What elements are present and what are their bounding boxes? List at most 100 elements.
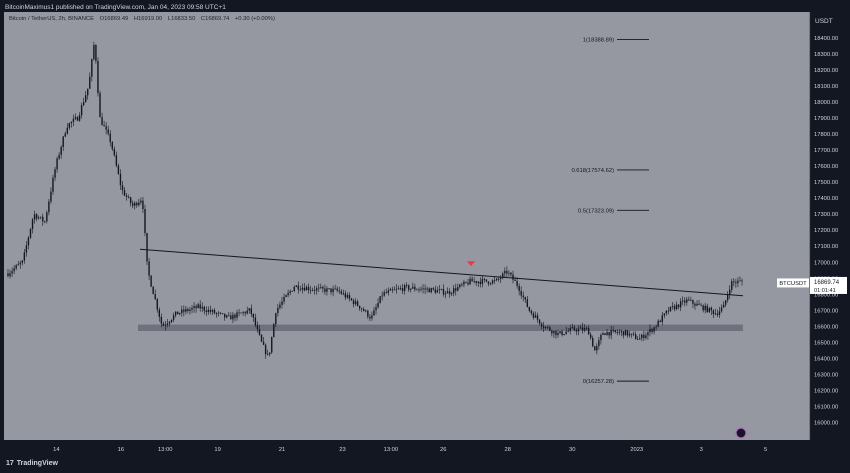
candle-body (659, 320, 661, 323)
candle-body (692, 300, 694, 304)
candle-body (254, 317, 257, 326)
candle-body (448, 291, 451, 295)
candle-body (154, 294, 156, 300)
axis-unit-label: USDT (815, 18, 833, 25)
candle-body (514, 279, 516, 282)
candle-body (287, 292, 289, 296)
candle-body (224, 313, 226, 318)
candle-body (637, 339, 639, 340)
time-tick-label: 28 (505, 447, 511, 453)
candle-body (733, 281, 735, 283)
candle-body (129, 197, 132, 204)
candle-body (643, 334, 645, 339)
candle-body (27, 237, 30, 246)
candle-body (179, 312, 181, 315)
candle-body (577, 328, 580, 332)
candle-body (221, 313, 224, 314)
candle-body (307, 287, 310, 291)
price-axis-area[interactable] (810, 12, 847, 440)
tradingview-footer[interactable]: 17 TradingView (6, 460, 58, 467)
candle-body (334, 288, 336, 290)
candle-body (612, 329, 614, 331)
candle-body (201, 306, 203, 309)
candle-body (158, 309, 160, 317)
candle-body (653, 327, 655, 332)
candle-body (461, 284, 463, 286)
candle-body (522, 295, 524, 297)
candle-body (72, 118, 75, 122)
candle-body (428, 288, 430, 293)
candle-body (598, 340, 600, 347)
candle-body (121, 185, 124, 191)
time-tick-label: 19 (214, 447, 220, 453)
candle-body (348, 295, 351, 299)
candle-body (616, 331, 618, 333)
candle-body (671, 306, 674, 307)
candle-body (481, 279, 484, 284)
price-tick-label: 17400.00 (814, 196, 838, 202)
candle-body (729, 289, 731, 295)
candle-body (356, 301, 359, 306)
price-tick-label: 16300.00 (814, 372, 838, 378)
candle-body (232, 314, 234, 320)
candle-body (710, 307, 713, 311)
candle-body (48, 201, 50, 213)
time-tick-label: 30 (569, 447, 575, 453)
candle-body (634, 334, 637, 340)
candle-body (289, 291, 291, 293)
candle-body (702, 305, 704, 311)
candle-body (242, 312, 244, 313)
candle-body (457, 287, 459, 291)
candle-body (720, 307, 723, 312)
resistance-line[interactable] (139, 248, 744, 297)
time-tick-label: 23 (339, 447, 345, 453)
replay-icon[interactable] (735, 427, 747, 439)
candle-body (332, 288, 334, 293)
candle-body (714, 313, 717, 315)
candle-body (412, 286, 414, 289)
symbol-name[interactable]: Bitcoin / TetherUS, 2h, BINANCE (9, 16, 94, 22)
candle-body (262, 341, 265, 345)
candle-body (684, 300, 686, 303)
candle-body (46, 212, 48, 222)
candle-body (473, 281, 475, 282)
candle-body (189, 309, 191, 311)
candle-body (219, 312, 222, 314)
candle-body (526, 299, 529, 307)
candle-body (403, 285, 406, 291)
candle-body (338, 290, 340, 292)
candle-body (29, 228, 32, 238)
candle-body (722, 304, 725, 308)
candle-body (244, 312, 246, 314)
candle-body (279, 304, 281, 308)
tradingview-logo-icon: 17 (6, 460, 14, 467)
candle-body (585, 327, 588, 329)
candle-body (107, 129, 109, 134)
candle-body (15, 265, 17, 269)
candle-body (624, 330, 627, 336)
plot-area[interactable] (4, 12, 810, 440)
candle-body (708, 307, 710, 313)
candle-body (575, 330, 578, 332)
fib-levels: 1(18388.89) 0.618(17574.62) 0.5(17323.09) 0… (571, 37, 649, 385)
candle-body (587, 327, 590, 335)
candle-body (109, 133, 111, 143)
price-tick-label: 17700.00 (814, 148, 838, 154)
candle-body (735, 282, 737, 284)
candle-body (238, 312, 240, 314)
candle-body (136, 202, 138, 206)
candle-body (469, 278, 471, 285)
candle-body (313, 289, 316, 291)
candle-body (594, 346, 596, 351)
candle-body (553, 330, 555, 334)
candle-body (618, 332, 621, 333)
candle-body (266, 354, 269, 355)
candle-body (583, 328, 586, 331)
candle-body (418, 289, 420, 291)
candle-body (119, 173, 122, 186)
candle-body (455, 288, 457, 291)
candle-body (405, 285, 408, 286)
candle-body (264, 344, 267, 355)
candle-body (7, 273, 9, 277)
candle-body (273, 324, 275, 338)
